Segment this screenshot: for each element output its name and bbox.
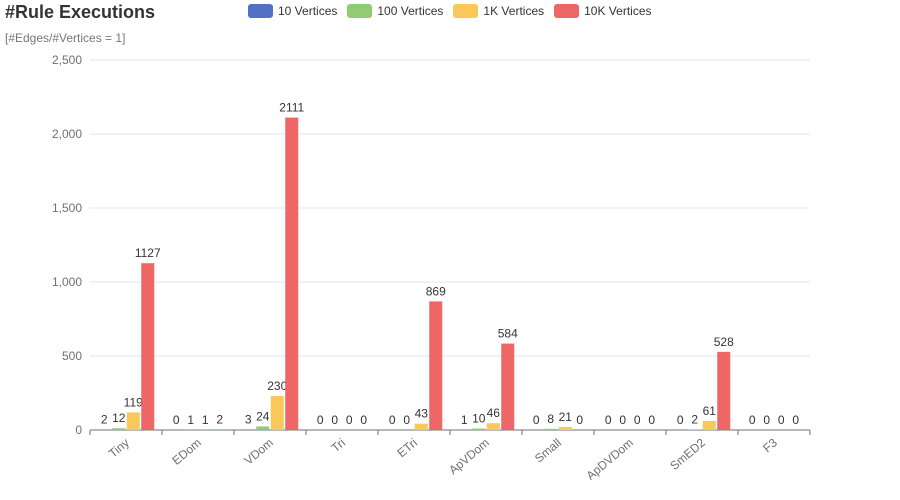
bar xyxy=(414,423,428,430)
bar xyxy=(256,426,270,430)
data-label: 528 xyxy=(714,335,734,349)
bar xyxy=(717,351,731,430)
x-tick-label: F3 xyxy=(760,435,780,455)
data-label: 0 xyxy=(317,413,324,427)
legend-item[interactable]: 10K Vertices xyxy=(554,4,652,18)
data-label: 0 xyxy=(605,413,612,427)
bar xyxy=(558,426,572,430)
data-label: 869 xyxy=(426,284,446,298)
bar xyxy=(544,428,558,430)
data-label: 1 xyxy=(461,413,468,427)
x-tick-label: VDom xyxy=(241,436,276,468)
legend-swatch xyxy=(347,4,373,18)
bar xyxy=(270,395,284,430)
data-label: 46 xyxy=(487,406,501,420)
data-label: 0 xyxy=(403,413,410,427)
data-label: 0 xyxy=(360,413,367,427)
x-tick-label: Small xyxy=(532,436,564,466)
legend-swatch xyxy=(453,4,479,18)
data-label: 8 xyxy=(547,412,554,426)
data-label: 0 xyxy=(389,413,396,427)
data-label: 0 xyxy=(763,413,770,427)
bar xyxy=(501,343,515,430)
legend-label: 1K Vertices xyxy=(483,4,545,18)
data-label: 12 xyxy=(112,411,126,425)
bar xyxy=(285,117,299,431)
x-tick-label: Tiny xyxy=(106,436,132,461)
data-label: 1 xyxy=(187,413,194,427)
bar xyxy=(126,412,140,430)
chart-legend[interactable]: 10 Vertices 100 Vertices 1K Vertices 10K Ve… xyxy=(248,4,652,18)
data-label: 0 xyxy=(619,413,626,427)
data-label: 0 xyxy=(749,413,756,427)
y-tick-label: 0 xyxy=(75,423,82,437)
data-label: 2 xyxy=(216,413,223,427)
data-label: 584 xyxy=(498,327,518,341)
data-label: 0 xyxy=(792,413,799,427)
x-tick-label: ApDVDom xyxy=(584,436,636,483)
bar xyxy=(702,420,716,430)
legend-item[interactable]: 100 Vertices xyxy=(347,4,443,18)
legend-label: 100 Vertices xyxy=(377,4,444,18)
legend-swatch xyxy=(554,4,580,18)
data-label: 2 xyxy=(101,413,108,427)
legend-label: 10K Vertices xyxy=(584,4,652,18)
data-label: 0 xyxy=(346,413,353,427)
bar xyxy=(141,263,155,430)
data-label: 10 xyxy=(472,412,486,426)
data-label: 0 xyxy=(331,413,338,427)
data-label: 24 xyxy=(256,409,270,423)
y-tick-label: 2,500 xyxy=(52,53,82,67)
data-label: 2 xyxy=(691,413,698,427)
bar xyxy=(112,428,126,430)
bar xyxy=(429,301,443,430)
data-label: 43 xyxy=(415,407,429,421)
x-tick-label: SmED2 xyxy=(667,435,708,473)
legend-item[interactable]: 10 Vertices xyxy=(248,4,337,18)
data-label: 3 xyxy=(245,413,252,427)
legend-label: 10 Vertices xyxy=(278,4,338,18)
y-tick-label: 2,000 xyxy=(52,127,82,141)
y-tick-label: 1,000 xyxy=(52,275,82,289)
x-tick-label: Tri xyxy=(329,436,348,455)
bar xyxy=(486,423,500,430)
data-label: 21 xyxy=(559,410,573,424)
data-label: 119 xyxy=(124,395,143,409)
chart-subtitle: [#Edges/#Vertices = 1] xyxy=(5,31,126,45)
data-label: 1 xyxy=(202,413,209,427)
data-label: 0 xyxy=(173,413,180,427)
data-label: 230 xyxy=(267,379,287,393)
data-label: 2111 xyxy=(279,101,304,115)
data-label: 0 xyxy=(677,413,684,427)
data-label: 0 xyxy=(576,413,583,427)
bar xyxy=(472,428,486,430)
legend-item[interactable]: 1K Vertices xyxy=(453,4,544,18)
data-label: 0 xyxy=(648,413,655,427)
data-label: 61 xyxy=(703,404,717,418)
data-label: 1127 xyxy=(135,246,161,260)
data-label: 0 xyxy=(634,413,641,427)
data-label: 0 xyxy=(533,413,540,427)
y-tick-label: 500 xyxy=(62,349,82,363)
data-label: 0 xyxy=(778,413,785,427)
legend-swatch xyxy=(248,4,273,18)
x-tick-label: EDom xyxy=(169,436,204,468)
chart-title: #Rule Executions xyxy=(5,2,156,22)
x-tick-label: ETri xyxy=(394,436,420,461)
x-tick-label: ApVDom xyxy=(446,436,492,478)
y-tick-label: 1,500 xyxy=(52,201,82,215)
